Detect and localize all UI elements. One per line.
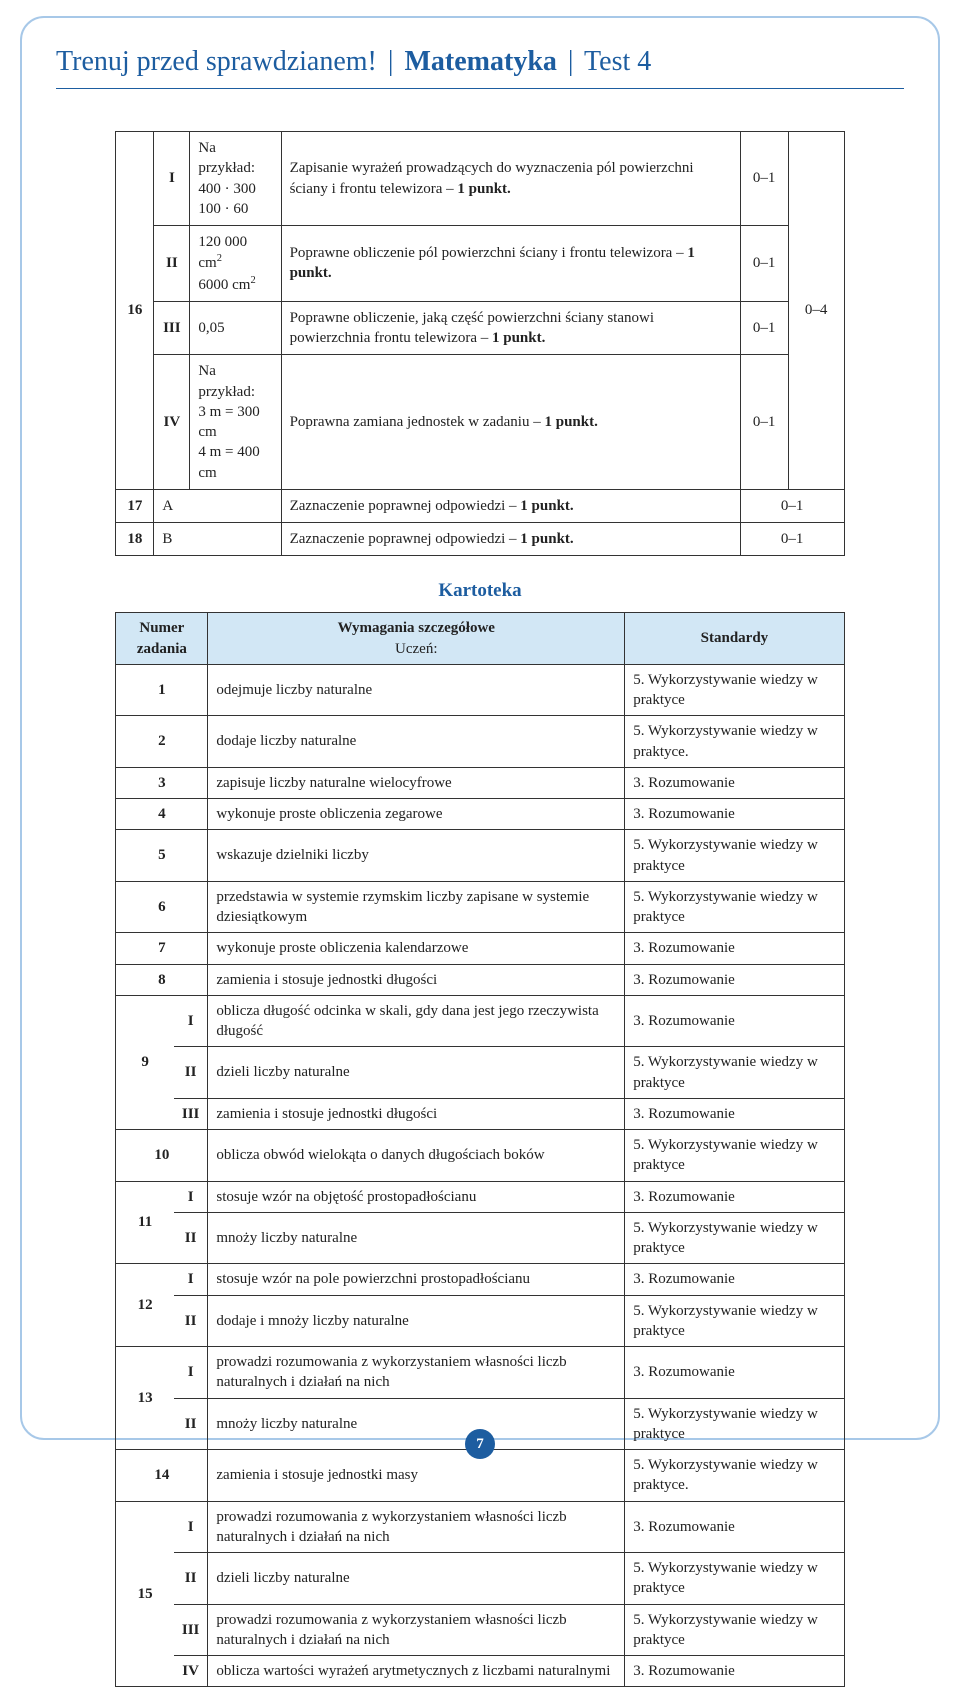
table-row: 11Istosuje wzór na objętość prostopadłoś… <box>116 1181 844 1212</box>
points-cell: 0–1 <box>740 355 788 490</box>
table-row: III 0,05 Poprawne obliczenie, jaką część… <box>116 301 844 355</box>
table-row: IIIzamienia i stosuje jednostki długości… <box>116 1098 844 1129</box>
header-num: Numer zadania <box>116 613 208 665</box>
table-row: 17 A Zaznaczenie poprawnej odpowiedzi – … <box>116 489 844 522</box>
table-row: IV Na przykład:3 m = 300 cm4 m = 400 cm … <box>116 355 844 490</box>
subtask-label: IV <box>154 355 190 490</box>
header-req: Wymagania szczegółoweUczeń: <box>208 613 625 665</box>
table-row: IVoblicza wartości wyrażeń arytmetycznyc… <box>116 1656 844 1687</box>
title-bold: Matematyka <box>404 46 556 77</box>
criterion-cell: Zaznaczenie poprawnej odpowiedzi – 1 pun… <box>281 523 740 556</box>
table-row: 12Istosuje wzór na pole powierzchni pros… <box>116 1264 844 1295</box>
header-std: Standardy <box>625 613 844 665</box>
table-row: IIdodaje i mnoży liczby naturalne5. Wyko… <box>116 1295 844 1347</box>
criterion-cell: Zapisanie wyrażeń prowadzących do wyznac… <box>281 132 740 226</box>
points-cell: 0–1 <box>740 523 844 556</box>
kartoteka-table: Numer zadania Wymagania szczegółoweUczeń… <box>115 612 844 1687</box>
answer-cell: Na przykład:400 · 300100 · 60 <box>190 132 281 226</box>
answer-cell: Na przykład:3 m = 300 cm4 m = 400 cm <box>190 355 281 490</box>
points-cell: 0–1 <box>740 132 788 226</box>
page-frame: Trenuj przed sprawdzianem! | Matematyka … <box>20 16 940 1440</box>
subtask-label: II <box>154 226 190 302</box>
task-number: 17 <box>116 489 154 522</box>
answer-cell: B <box>154 523 281 556</box>
answer-cell: 0,05 <box>190 301 281 355</box>
criterion-cell: Poprawne obliczenie, jaką część powierzc… <box>281 301 740 355</box>
table-row: 8zamienia i stosuje jednostki długości3.… <box>116 964 844 995</box>
title-sep: | <box>388 46 394 77</box>
table-row: 6przedstawia w systemie rzymskim liczby … <box>116 881 844 933</box>
points-cell: 0–1 <box>740 489 844 522</box>
table-row: 7wykonuje proste obliczenia kalendarzowe… <box>116 933 844 964</box>
points-cell: 0–1 <box>740 301 788 355</box>
table-row: IImnoży liczby naturalne5. Wykorzystywan… <box>116 1212 844 1264</box>
table-row: 16 I Na przykład:400 · 300100 · 60 Zapis… <box>116 132 844 226</box>
table-row: 9Ioblicza długość odcinka w skali, gdy d… <box>116 995 844 1047</box>
table-row: 18 B Zaznaczenie poprawnej odpowiedzi – … <box>116 523 844 556</box>
table-row: II 120 000 cm26000 cm2 Poprawne obliczen… <box>116 226 844 302</box>
range-cell: 0–4 <box>788 132 844 490</box>
page-title: Trenuj przed sprawdzianem! | Matematyka … <box>56 46 904 89</box>
subtask-label: I <box>154 132 190 226</box>
table-row: 10oblicza obwód wielokąta o danych długo… <box>116 1130 844 1182</box>
table-row: 15Iprowadzi rozumowania z wykorzystaniem… <box>116 1501 844 1553</box>
table-row: 4wykonuje proste obliczenia zegarowe3. R… <box>116 799 844 830</box>
table-row: IIdzieli liczby naturalne5. Wykorzystywa… <box>116 1553 844 1605</box>
table-row: 5wskazuje dzielniki liczby5. Wykorzystyw… <box>116 830 844 882</box>
table-header-row: Numer zadania Wymagania szczegółoweUczeń… <box>116 613 844 665</box>
answer-cell: A <box>154 489 281 522</box>
points-cell: 0–1 <box>740 226 788 302</box>
table-row: 1odejmuje liczby naturalne5. Wykorzystyw… <box>116 664 844 716</box>
title-prefix: Trenuj przed sprawdzianem! <box>56 46 377 77</box>
table-row: 3zapisuje liczby naturalne wielocyfrowe3… <box>116 767 844 798</box>
table-row: 13Iprowadzi rozumowania z wykorzystaniem… <box>116 1347 844 1399</box>
page-number: 7 <box>465 1429 495 1459</box>
scoring-table: 16 I Na przykład:400 · 300100 · 60 Zapis… <box>115 131 844 556</box>
title-sep: | <box>568 46 574 77</box>
task-number: 16 <box>116 132 154 490</box>
criterion-cell: Zaznaczenie poprawnej odpowiedzi – 1 pun… <box>281 489 740 522</box>
subtask-label: III <box>154 301 190 355</box>
criterion-cell: Poprawna zamiana jednostek w zadaniu – 1… <box>281 355 740 490</box>
title-suffix: Test 4 <box>584 46 651 77</box>
table-row: 2dodaje liczby naturalne5. Wykorzystywan… <box>116 716 844 768</box>
table-row: IIIprowadzi rozumowania z wykorzystaniem… <box>116 1604 844 1656</box>
table-row: IIdzieli liczby naturalne5. Wykorzystywa… <box>116 1047 844 1099</box>
criterion-cell: Poprawne obliczenie pól powierzchni ścia… <box>281 226 740 302</box>
task-number: 18 <box>116 523 154 556</box>
section-title: Kartoteka <box>56 580 904 602</box>
answer-cell: 120 000 cm26000 cm2 <box>190 226 281 302</box>
